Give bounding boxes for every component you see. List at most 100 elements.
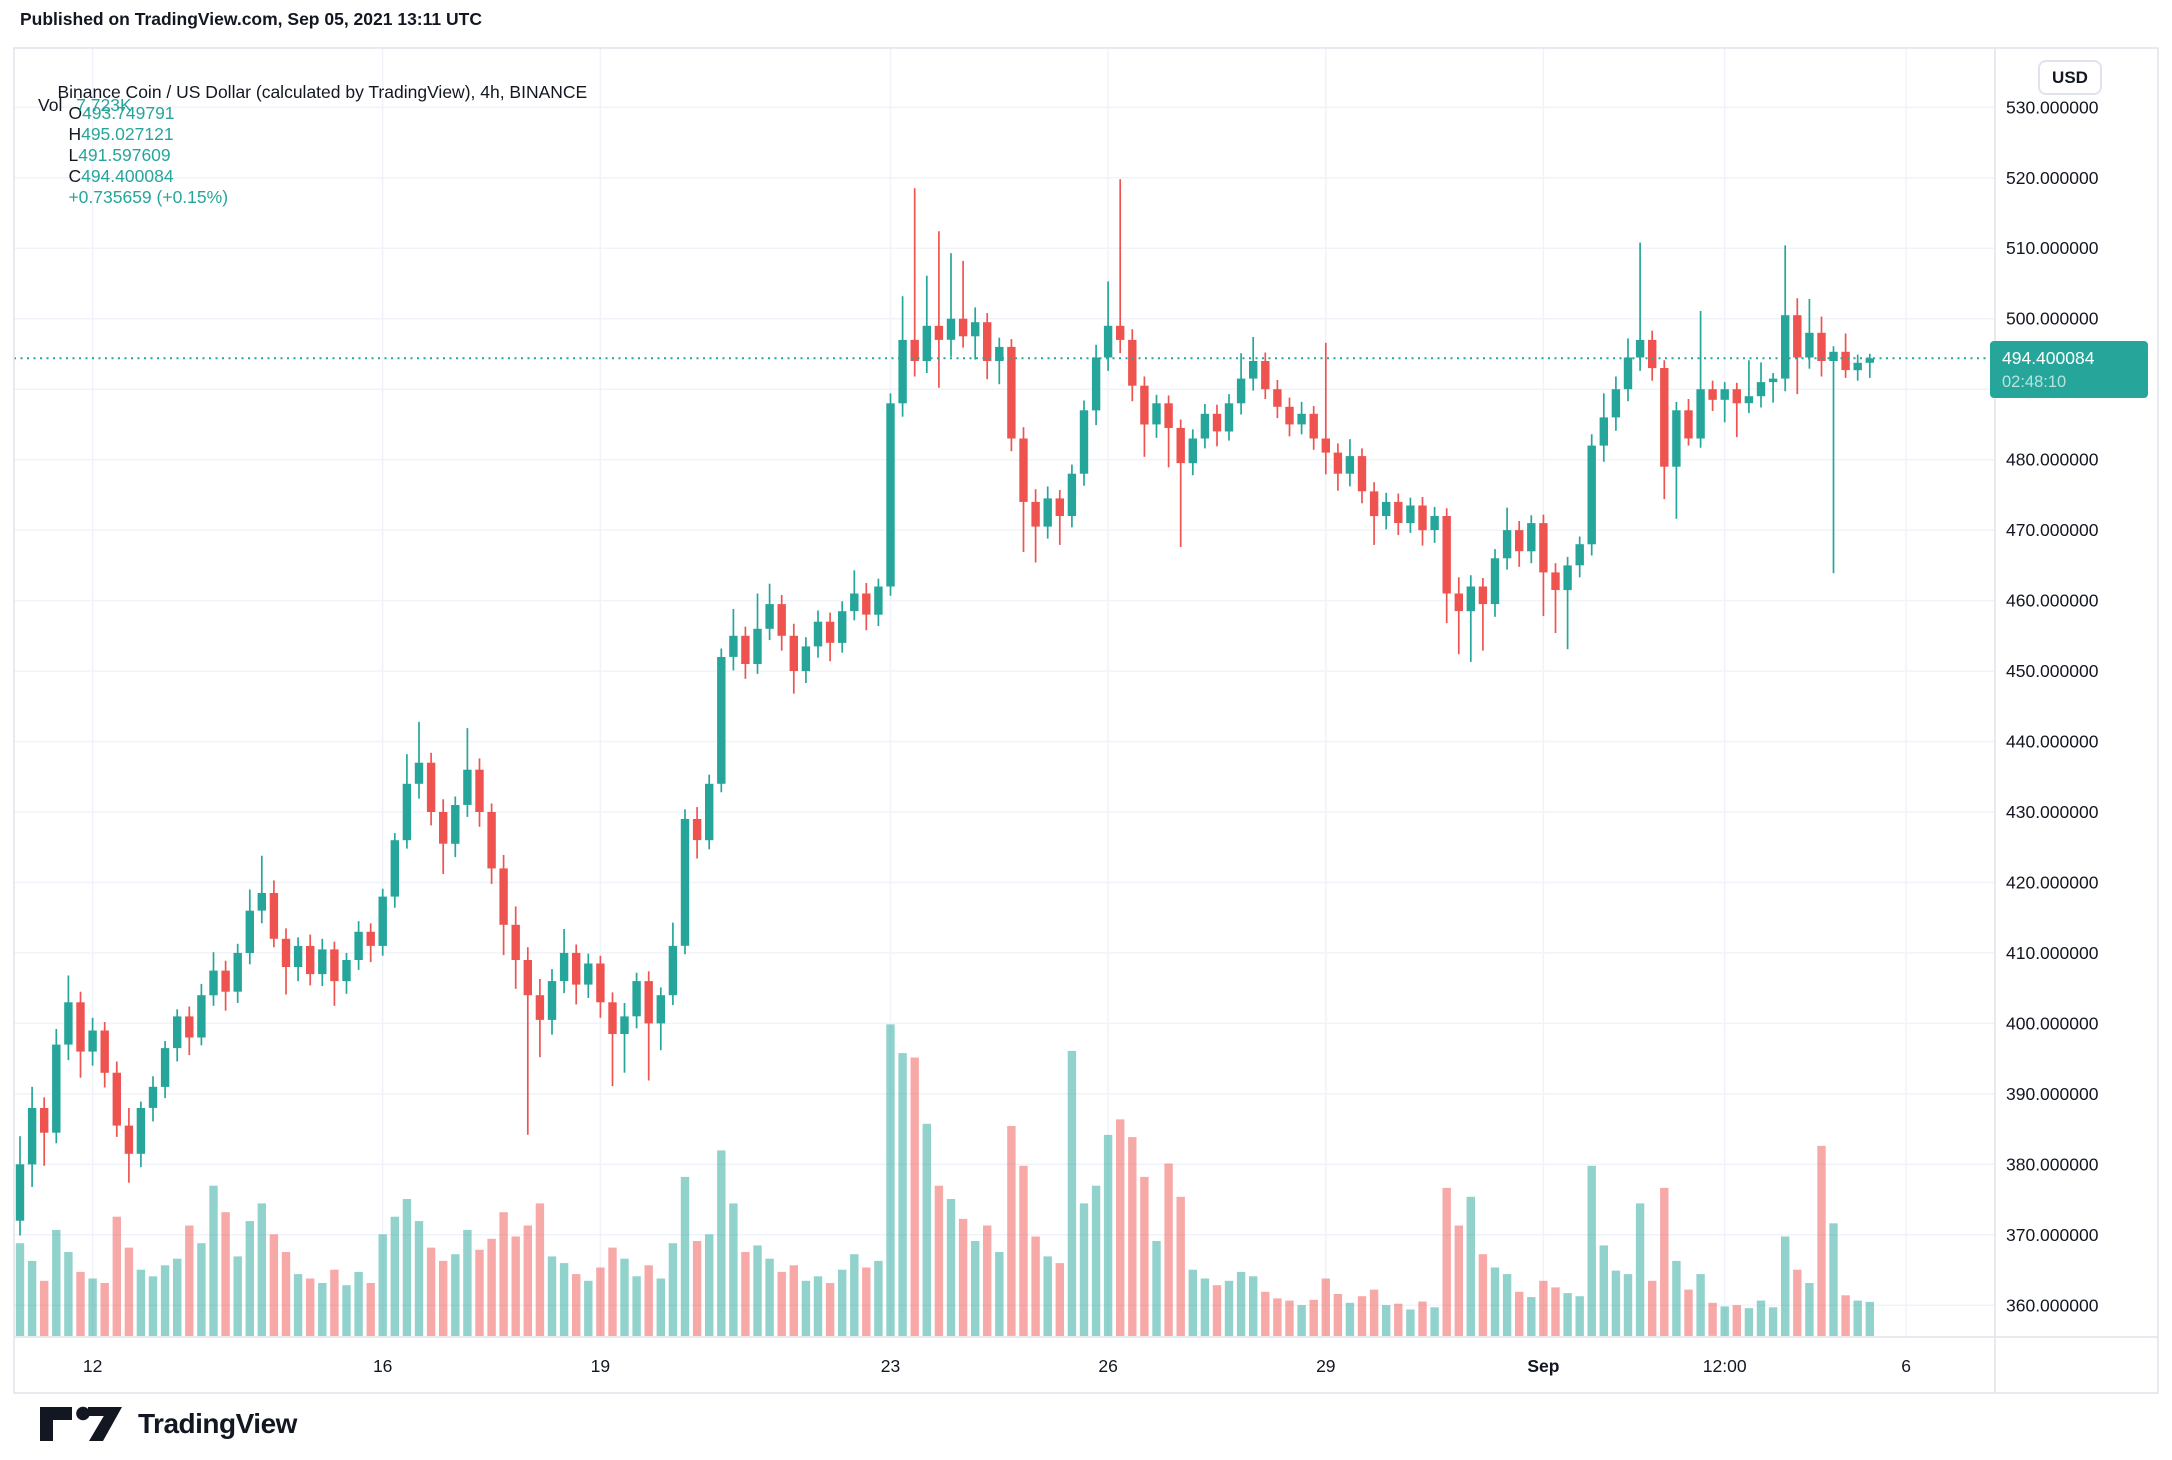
candle-body (281, 938, 291, 967)
time-tick-label: 6 (1901, 1356, 1911, 1376)
volume-bar (741, 1252, 750, 1336)
volume-bar (1200, 1278, 1210, 1336)
volume-bar (1708, 1302, 1717, 1336)
candle-body (1055, 498, 1064, 516)
candle-body (535, 995, 545, 1020)
volume-bar (76, 1271, 85, 1336)
candle-body (995, 346, 1004, 361)
candle-body (378, 896, 387, 946)
candle-body (1357, 456, 1367, 492)
volume-bar (995, 1252, 1004, 1336)
volume-bar (729, 1203, 738, 1336)
candle-body (1321, 438, 1330, 453)
volume-bar (1829, 1223, 1838, 1336)
candle-body (88, 1030, 97, 1052)
volume-bar (886, 1024, 895, 1336)
volume-bar (40, 1280, 49, 1337)
candle-body (934, 325, 944, 340)
volume-bar (1212, 1285, 1222, 1336)
candle-body (1007, 346, 1016, 439)
candle-body (729, 635, 738, 657)
candle-body (608, 1002, 617, 1034)
volume-bar (1333, 1294, 1343, 1336)
volume-bar (160, 1265, 170, 1336)
volume-bar (584, 1280, 593, 1337)
volume-bar (1442, 1187, 1451, 1336)
volume-bar (1756, 1300, 1766, 1336)
volume-bar (1768, 1307, 1778, 1336)
volume-bar (680, 1176, 690, 1336)
candle-body (1369, 491, 1379, 517)
volume-bar (1261, 1291, 1270, 1336)
candle-body (1442, 516, 1451, 594)
volume-bar (1019, 1165, 1028, 1336)
bar-countdown: 02:48:10 (2002, 372, 2067, 391)
candle-body (1502, 530, 1512, 559)
candle-body (1224, 403, 1234, 432)
candle-body (293, 945, 303, 967)
time-tick-label: 26 (1098, 1356, 1117, 1376)
price-tick-label: 430.000000 (2006, 802, 2099, 822)
price-tick-label: 480.000000 (2006, 450, 2099, 470)
volume-bar (136, 1269, 146, 1336)
volume-bar (1805, 1283, 1814, 1336)
candle-body (402, 783, 412, 841)
volume-bar (1744, 1308, 1754, 1336)
candle-body (426, 762, 436, 812)
candle-body (1345, 456, 1355, 474)
candle-body (1527, 523, 1536, 552)
volume-bar (1623, 1274, 1633, 1336)
candle-body (1261, 361, 1270, 390)
price-tick-label: 390.000000 (2006, 1084, 2099, 1104)
volume-bar (801, 1280, 811, 1337)
time-tick-label: Sep (1527, 1356, 1559, 1376)
volume-bar (1515, 1291, 1524, 1336)
volume-bar (1236, 1271, 1246, 1336)
volume-bar (608, 1247, 617, 1336)
volume-bar (112, 1216, 121, 1336)
candle-body (850, 593, 859, 612)
last-price-value: 494.400084 (2002, 348, 2095, 368)
candle-body (1176, 427, 1185, 464)
candle-body (245, 910, 254, 953)
price-tick-label: 450.000000 (2006, 661, 2099, 681)
candle-body (1466, 586, 1475, 612)
candle-body (1599, 417, 1608, 446)
volume-bar (572, 1274, 581, 1336)
candle-body (76, 1002, 85, 1052)
volume-bar (1116, 1119, 1125, 1336)
volume-bar (922, 1123, 931, 1336)
candle-body (257, 893, 266, 911)
candle-body (318, 949, 327, 975)
candle-body (644, 981, 653, 1024)
candle-body (1478, 586, 1488, 605)
candle-body (1249, 361, 1258, 379)
candle-body (1091, 357, 1101, 411)
volume-bar (1055, 1263, 1064, 1336)
volume-bar (1454, 1225, 1463, 1336)
candle-body (1019, 438, 1028, 502)
volume-bar (1273, 1298, 1282, 1336)
volume-bar (971, 1241, 980, 1336)
candle-body (475, 769, 484, 812)
candle-body (27, 1108, 37, 1165)
volume-bar (789, 1265, 798, 1336)
volume-bar (620, 1258, 629, 1336)
volume-bar (1478, 1254, 1488, 1336)
last-price-badge: 494.400084 02:48:10 (1990, 341, 2148, 398)
candle-body (705, 783, 714, 841)
volume-bar (1502, 1274, 1512, 1336)
volume-bar (342, 1285, 351, 1336)
volume-bar (487, 1238, 496, 1336)
price-tick-label: 380.000000 (2006, 1154, 2099, 1174)
candle-body (1817, 332, 1826, 361)
volume-bar (1079, 1203, 1089, 1336)
candle-body (753, 628, 762, 664)
candle-body (717, 657, 726, 784)
candle-body (596, 963, 605, 1003)
candle-body (1708, 389, 1717, 400)
candle-body (668, 945, 678, 996)
candle-body (838, 611, 847, 643)
candle-body (874, 586, 883, 615)
